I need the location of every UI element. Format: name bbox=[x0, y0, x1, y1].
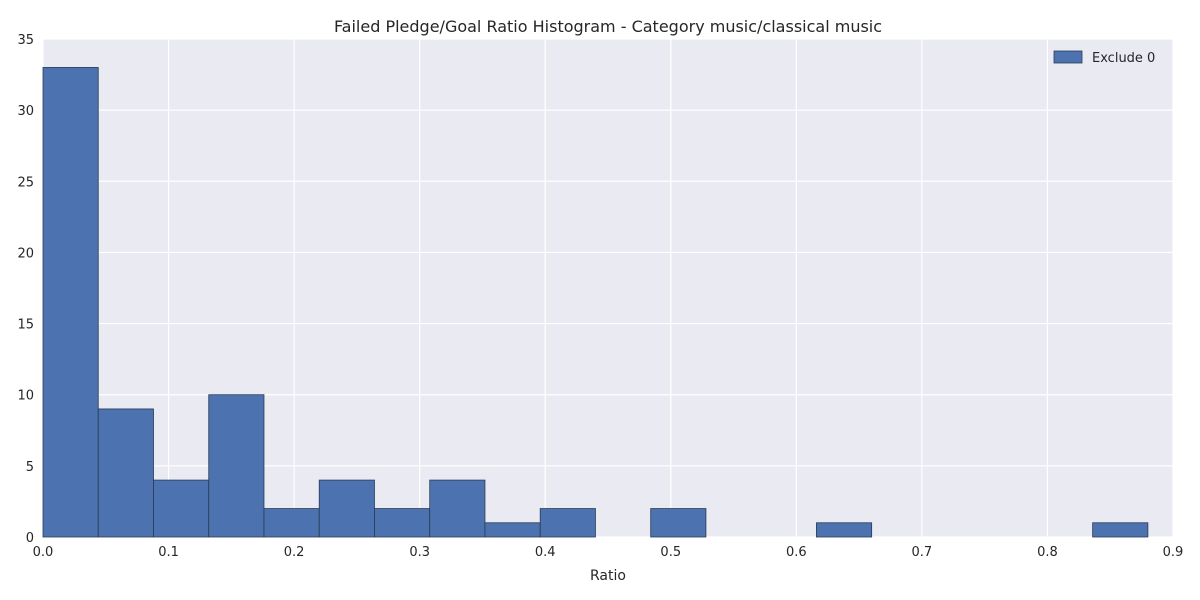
y-tick-label: 0 bbox=[26, 531, 34, 546]
chart-title: Failed Pledge/Goal Ratio Histogram - Cat… bbox=[334, 17, 882, 36]
histogram-bar bbox=[263, 508, 320, 538]
legend-swatch bbox=[1053, 50, 1083, 64]
x-tick-label: 0.7 bbox=[912, 545, 933, 560]
y-tick-label: 25 bbox=[17, 175, 34, 190]
histogram-bar bbox=[650, 508, 707, 538]
histogram-bar bbox=[484, 522, 541, 538]
x-tick-label: 0.8 bbox=[1037, 545, 1058, 560]
histogram-bar bbox=[1092, 522, 1149, 538]
x-tick-label: 0.6 bbox=[786, 545, 807, 560]
histogram-bar bbox=[153, 479, 210, 538]
x-tick-label: 0.9 bbox=[1163, 545, 1184, 560]
x-tick-label: 0.4 bbox=[535, 545, 556, 560]
x-axis-label: Ratio bbox=[590, 568, 626, 584]
histogram-bars bbox=[42, 67, 1149, 538]
y-tick-label: 35 bbox=[17, 33, 34, 48]
y-axis-ticks: 0 5 10 15 20 25 30 35 bbox=[17, 33, 34, 546]
x-tick-label: 0.3 bbox=[409, 545, 430, 560]
y-tick-label: 5 bbox=[26, 460, 34, 475]
y-tick-label: 20 bbox=[17, 246, 34, 261]
legend-label: Exclude 0 bbox=[1092, 51, 1155, 66]
x-tick-label: 0.5 bbox=[660, 545, 681, 560]
histogram-bar bbox=[816, 522, 873, 538]
histogram-bar bbox=[429, 479, 486, 538]
histogram-bar bbox=[539, 508, 596, 538]
grid-lines bbox=[42, 38, 1174, 538]
y-tick-label: 10 bbox=[17, 389, 34, 404]
x-axis-ticks: 0.0 0.1 0.2 0.3 0.4 0.5 0.6 0.7 0.8 0.9 bbox=[33, 545, 1184, 560]
y-tick-label: 30 bbox=[17, 104, 34, 119]
x-tick-label: 0.1 bbox=[158, 545, 179, 560]
y-tick-label: 15 bbox=[17, 318, 34, 333]
histogram-bar bbox=[42, 67, 99, 538]
legend: Exclude 0 bbox=[1053, 50, 1155, 66]
histogram-bar bbox=[374, 508, 431, 538]
histogram-bar bbox=[318, 479, 375, 538]
histogram-bar bbox=[97, 408, 154, 538]
histogram-bar bbox=[208, 394, 265, 538]
x-tick-label: 0.2 bbox=[284, 545, 305, 560]
x-tick-label: 0.0 bbox=[33, 545, 54, 560]
